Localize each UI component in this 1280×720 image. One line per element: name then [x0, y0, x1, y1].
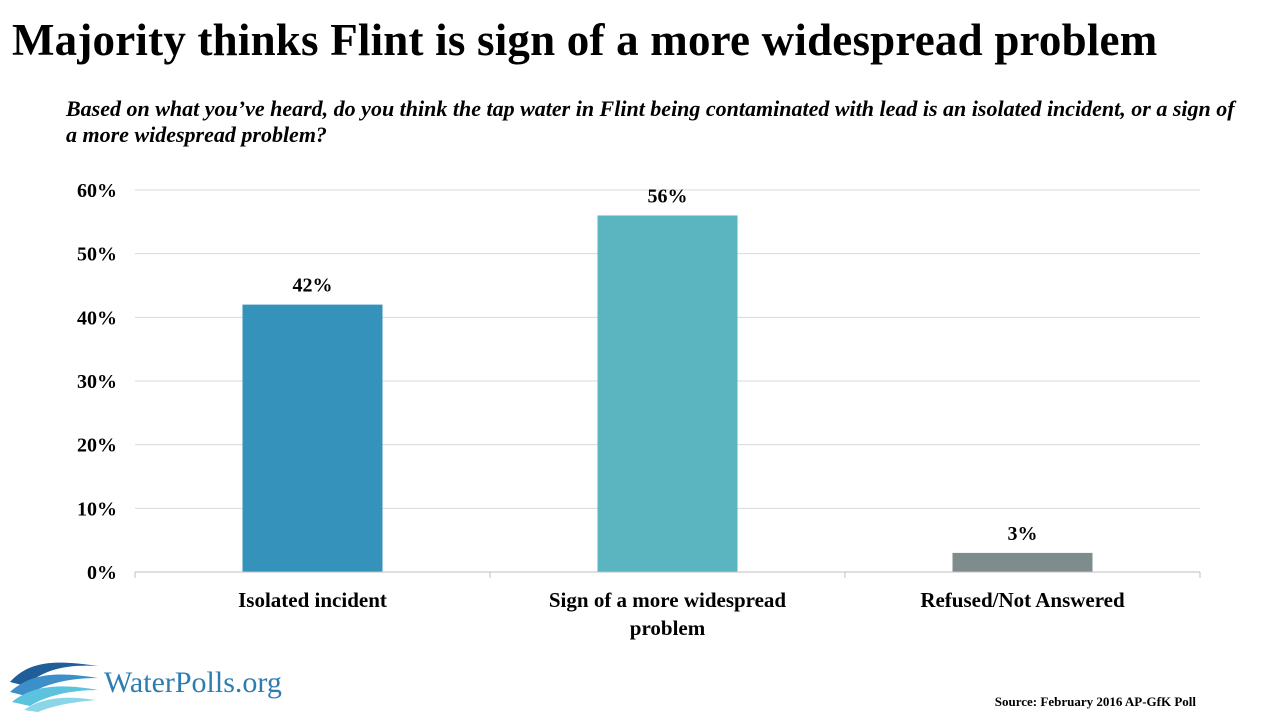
- x-tick-label: Refused/Not Answered: [920, 588, 1125, 612]
- y-tick-label: 60%: [77, 180, 117, 202]
- y-tick-label: 40%: [77, 307, 117, 329]
- wave-light-bottom: [24, 697, 96, 712]
- y-tick-label: 50%: [77, 244, 117, 266]
- wave-mid: [10, 674, 98, 696]
- chart-subtitle: Based on what you’ve heard, do you think…: [66, 96, 1235, 147]
- data-label: 56%: [648, 185, 688, 207]
- wave-light: [12, 686, 98, 706]
- data-label: 42%: [293, 275, 333, 297]
- y-axis: 0% 10% 20% 30% 40% 50% 60%: [77, 180, 117, 584]
- source-note: Source: February 2016 AP-GfK Poll: [994, 694, 1196, 709]
- x-tick-label: problem: [630, 616, 706, 640]
- bars: [242, 215, 1093, 572]
- data-label: 3%: [1008, 523, 1038, 545]
- waterpolls-logo: WaterPolls.org: [8, 656, 308, 712]
- x-tick-label: Isolated incident: [238, 588, 387, 612]
- y-tick-label: 20%: [77, 435, 117, 457]
- y-tick-label: 30%: [77, 371, 117, 393]
- bar: [242, 304, 383, 572]
- bar: [952, 552, 1093, 572]
- bar: [597, 215, 738, 572]
- x-tick-label: Sign of a more widespread: [549, 588, 787, 612]
- y-tick-label: 10%: [77, 498, 117, 520]
- value-labels: 42% 56% 3%: [293, 185, 1038, 544]
- x-axis: Isolated incident Sign of a more widespre…: [134, 571, 1201, 640]
- logo-text[interactable]: WaterPolls.org: [104, 666, 282, 699]
- water-waves-icon: [10, 662, 98, 712]
- y-tick-label: 0%: [87, 562, 117, 584]
- page-title: Majority thinks Flint is sign of a more …: [12, 15, 1158, 65]
